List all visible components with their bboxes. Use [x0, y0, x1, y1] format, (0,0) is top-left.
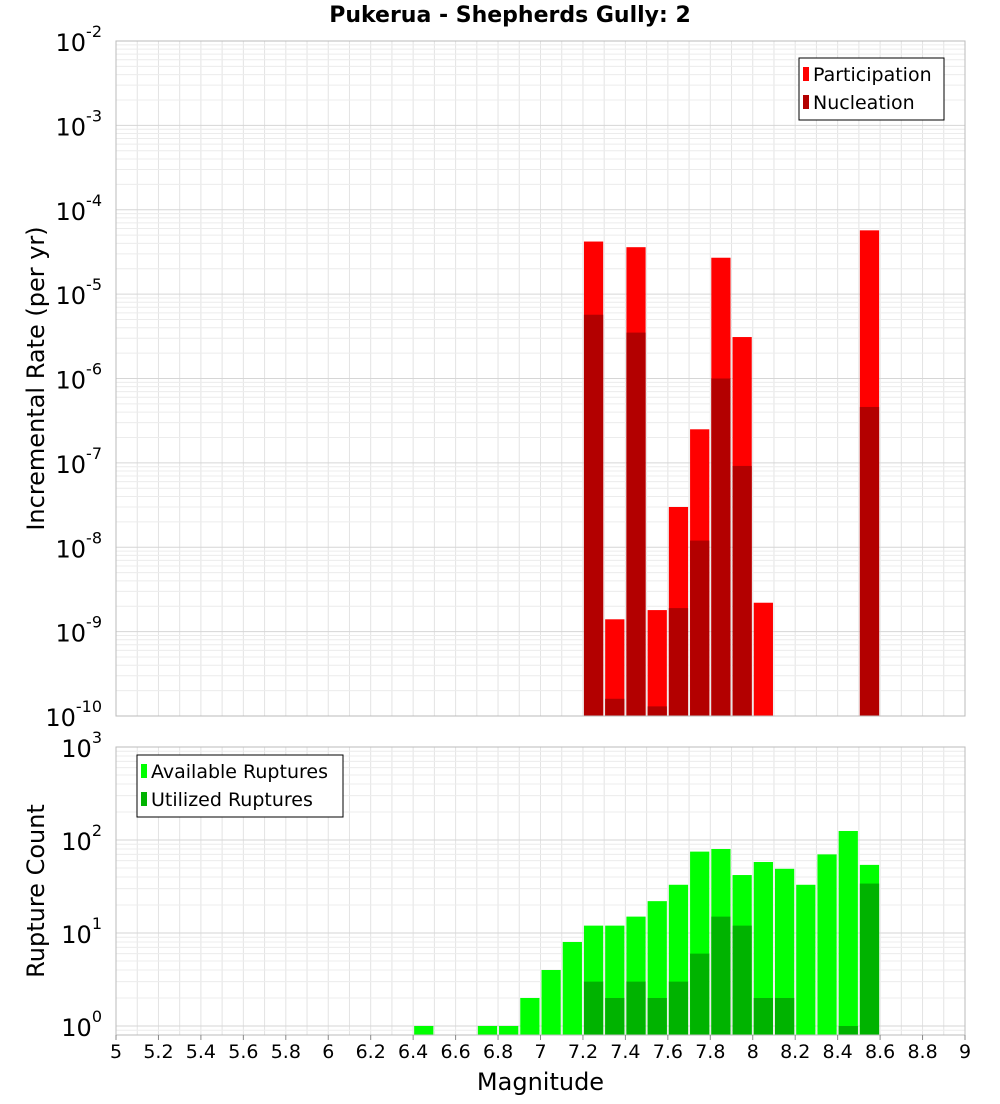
rate-y-tick-label: 10-6 [56, 360, 103, 395]
count-y-tick-label: 100 [61, 1007, 102, 1042]
rate-bar-b [711, 378, 731, 716]
rate-bar-b [668, 608, 689, 716]
rate-legend: Participation Nucleation [798, 57, 945, 121]
rate-y-tick-label: 10-10 [45, 697, 102, 732]
count-bar-b [605, 997, 625, 1035]
count-legend-label: Utilized Ruptures [151, 789, 313, 811]
count-bar-b [668, 981, 689, 1035]
count-bar-a [774, 868, 795, 1035]
count-bar-a [838, 830, 858, 1035]
count-bar-b [647, 997, 667, 1035]
count-bar-a [753, 861, 773, 1035]
x-tick-label: 8.2 [780, 1041, 810, 1063]
rate-bar-a [753, 602, 773, 716]
count-bar-b [774, 997, 795, 1035]
rate-legend-swatch [803, 95, 809, 109]
count-legend-box [136, 754, 344, 818]
count-bar-a [562, 942, 582, 1035]
count-bar-b [732, 925, 752, 1035]
x-tick-label: 7.4 [610, 1041, 640, 1063]
x-tick-label: 8.6 [865, 1041, 895, 1063]
x-tick-label: 6.8 [483, 1041, 513, 1063]
count-y-axis-label: Rupture Count [22, 804, 50, 978]
count-bar-a [817, 854, 837, 1035]
x-tick-label: 7.2 [568, 1041, 598, 1063]
x-tick-label: 5.6 [228, 1041, 258, 1063]
count-y-tick-label: 101 [61, 914, 102, 949]
x-tick-label: 6.6 [440, 1041, 470, 1063]
x-tick-label: 6 [322, 1041, 334, 1063]
count-bar-b [753, 997, 773, 1035]
count-bar-a [796, 884, 816, 1035]
count-legend-label: Available Ruptures [151, 761, 328, 783]
rate-bar-b [626, 332, 646, 716]
rate-y-tick-label: 10-5 [56, 275, 103, 310]
count-bar-b [626, 981, 646, 1035]
rate-y-tick-label: 10-7 [56, 444, 103, 479]
x-tick-label: 5.8 [271, 1041, 301, 1063]
rate-y-tick-label: 10-3 [56, 106, 103, 141]
x-tick-label: 5 [110, 1041, 122, 1063]
x-tick-label: 7.6 [653, 1041, 683, 1063]
rate-legend-box [798, 57, 945, 121]
count-bar-b [838, 1025, 858, 1035]
count-bar-a [477, 1025, 498, 1035]
rate-legend-label: Participation [813, 64, 932, 86]
count-bar-a [520, 997, 540, 1035]
rate-legend-swatch [803, 67, 809, 81]
rate-bar-b [647, 706, 667, 716]
rate-bar-b [732, 465, 752, 716]
count-legend-swatch [141, 764, 147, 778]
x-tick-label: 8.4 [823, 1041, 853, 1063]
x-axis-label: Magnitude [477, 1068, 604, 1096]
x-tick-label: 9 [959, 1041, 971, 1063]
count-bar-a [499, 1025, 519, 1035]
count-legend-swatch [141, 792, 147, 806]
rate-plot-frame [115, 40, 966, 717]
rate-y-axis-label: Incremental Rate (per yr) [22, 226, 50, 530]
x-tick-label: 8 [747, 1041, 759, 1063]
count-y-tick-label: 102 [61, 821, 102, 856]
rate-legend-label: Nucleation [813, 92, 915, 114]
rate-y-tick-label: 10-2 [56, 22, 103, 57]
count-y-tick-label: 103 [61, 728, 102, 763]
x-tick-label: 8.8 [907, 1041, 937, 1063]
rate-y-tick-label: 10-4 [56, 191, 103, 226]
x-tick-label: 6.4 [398, 1041, 428, 1063]
rate-bar-b [690, 540, 710, 716]
count-bar-b [583, 981, 604, 1035]
rate-bar-a [605, 619, 625, 716]
chart-title: Pukerua - Shepherds Gully: 2 [329, 3, 691, 28]
rate-bar-b [583, 314, 604, 716]
count-bar-b [711, 916, 731, 1035]
rate-panel: 10-10 10-9 10-8 10-7 10-6 10-5 10-4 10-3 10-2 Inc… [22, 22, 966, 732]
rate-bar-b [605, 698, 625, 716]
rate-y-tick-label: 10-9 [56, 613, 103, 648]
x-tick-label: 7.8 [695, 1041, 725, 1063]
count-bar-a [414, 1025, 434, 1035]
rate-bar-b [859, 406, 880, 716]
count-bar-a [541, 969, 561, 1035]
count-legend: Available Ruptures Utilized Ruptures [136, 754, 344, 818]
count-bar-b [859, 883, 880, 1035]
x-tick-label: 7 [534, 1041, 546, 1063]
x-tick-label: 5.4 [186, 1041, 216, 1063]
x-tick-label: 5.2 [143, 1041, 173, 1063]
x-tick-label: 6.2 [356, 1041, 386, 1063]
rate-bar-a [647, 610, 667, 716]
rate-y-tick-label: 10-8 [56, 528, 103, 563]
count-bar-b [690, 953, 710, 1035]
